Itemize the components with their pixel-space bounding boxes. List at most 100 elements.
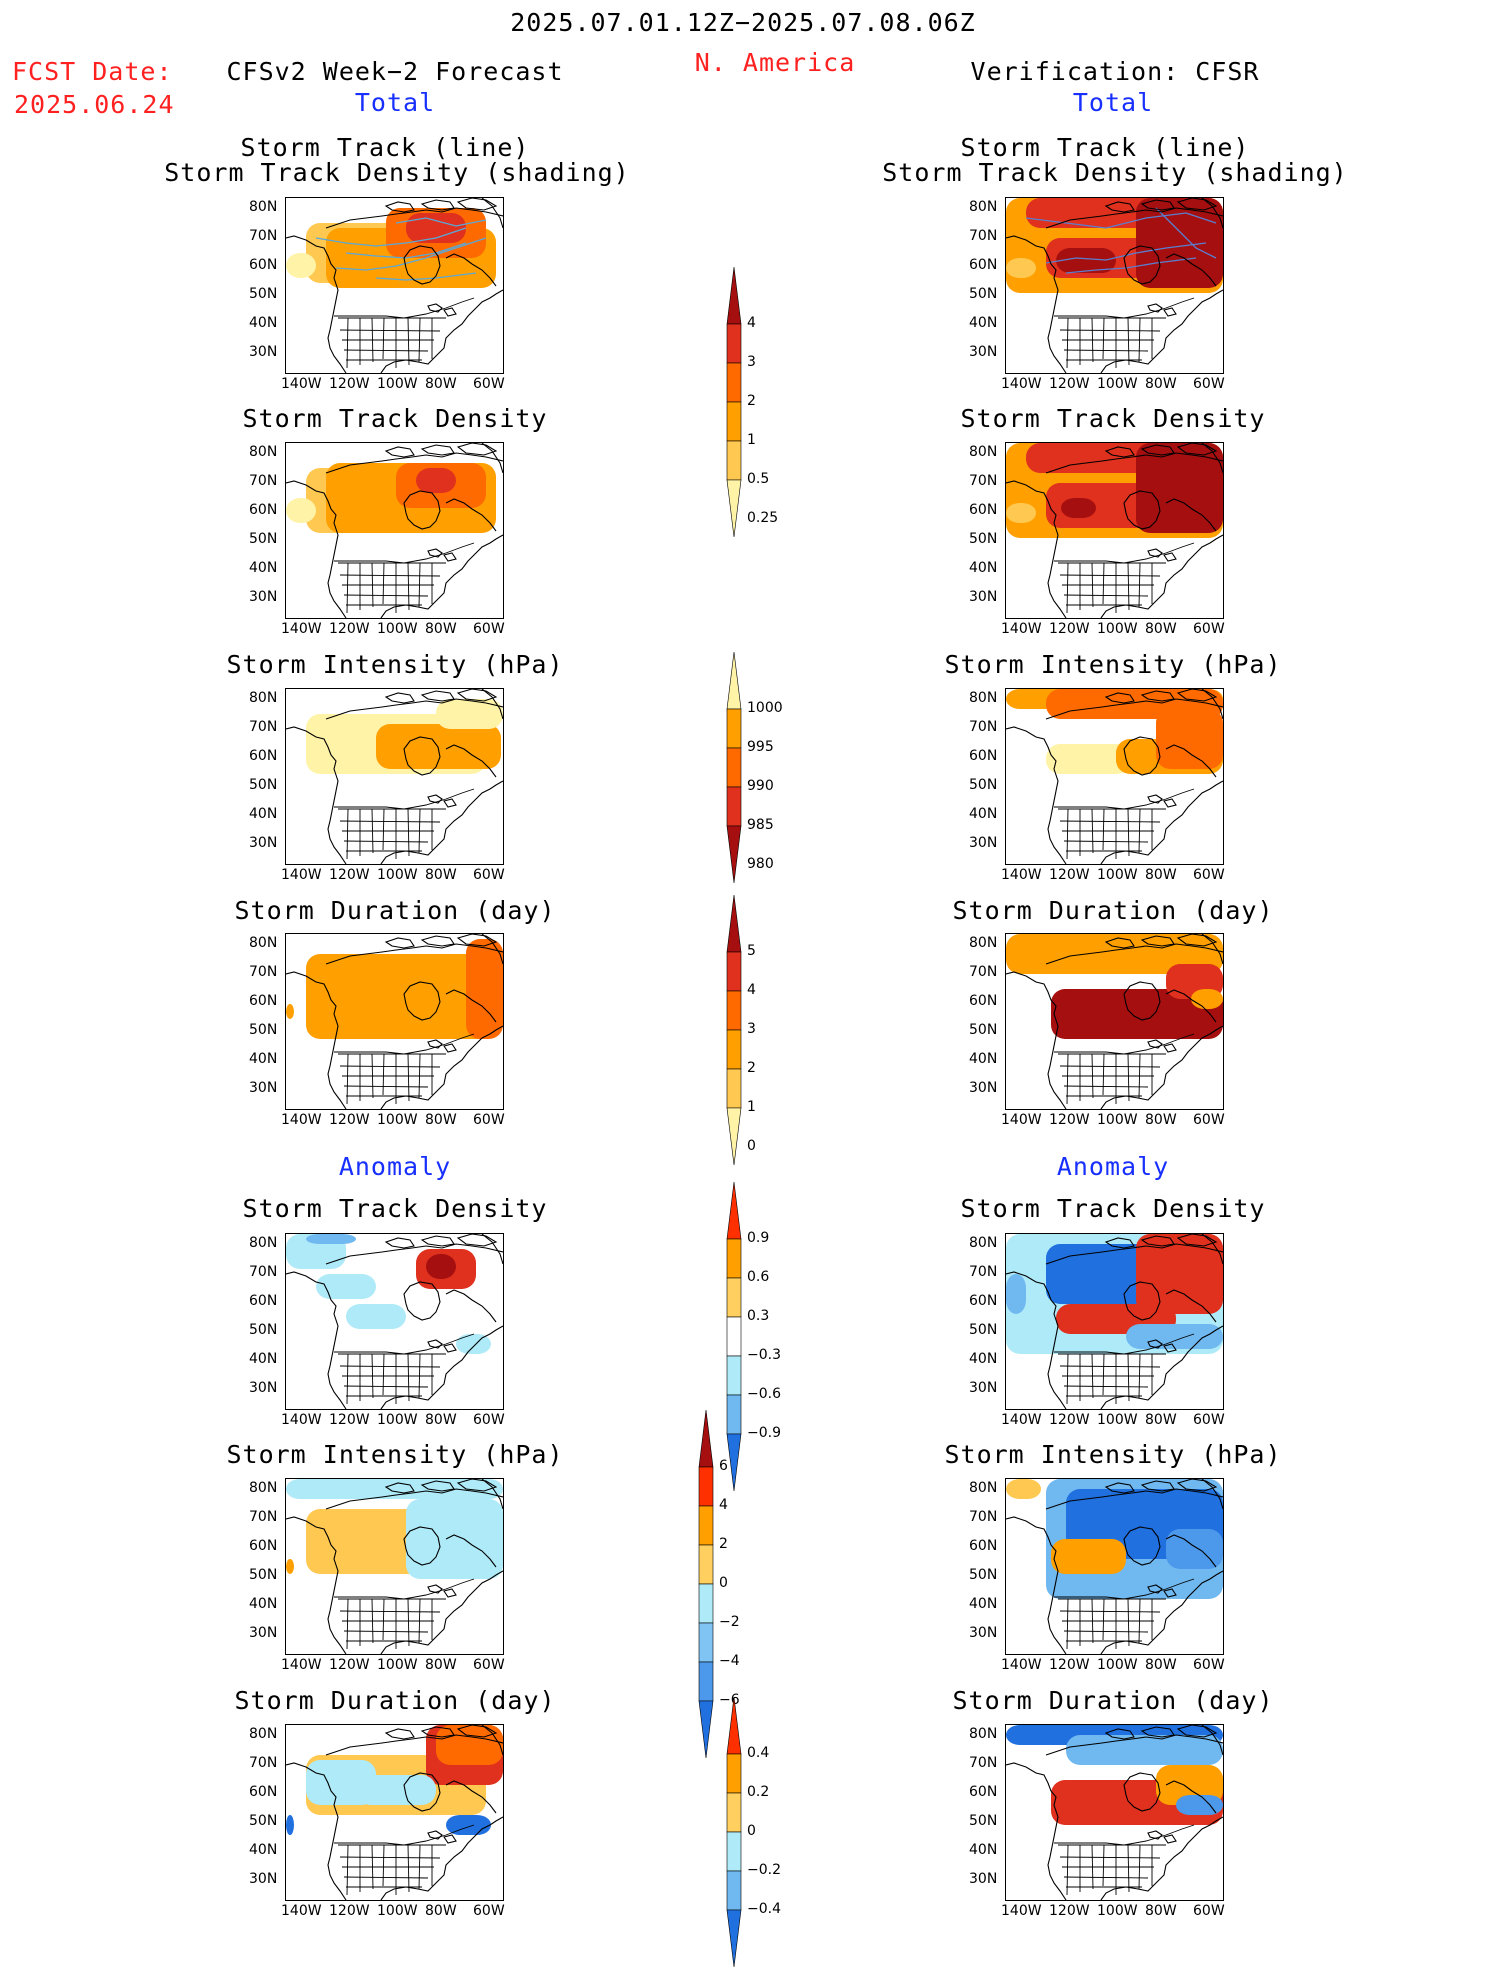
coastline xyxy=(286,1271,347,1409)
longitude-label: 120W xyxy=(1049,1903,1090,1919)
colorbar-swatch xyxy=(726,1909,742,1968)
coastline xyxy=(384,1237,415,1249)
longitude-label: 100W xyxy=(377,1657,418,1673)
coastline xyxy=(403,981,441,1021)
latitude-label: 30N xyxy=(249,1871,278,1887)
map-canvas xyxy=(1006,198,1223,373)
shading-region xyxy=(406,1499,503,1579)
longitude-label: 100W xyxy=(1097,1903,1138,1919)
left-track-line-title: Storm Track (line) xyxy=(240,133,530,162)
latitude-label: 50N xyxy=(249,1567,278,1583)
colorbar-swatches xyxy=(726,1181,742,1492)
coastline xyxy=(1100,780,1223,864)
latitude-label: 70N xyxy=(969,1509,998,1525)
coastline xyxy=(384,1728,415,1740)
colorbar-swatch xyxy=(726,825,742,884)
longitude-label: 120W xyxy=(329,1903,370,1919)
latitude-label: 50N xyxy=(969,1813,998,1829)
state-boundary xyxy=(1066,1053,1069,1105)
longitude-label: 80W xyxy=(1145,1657,1177,1673)
coastline xyxy=(1104,446,1135,458)
shading-region xyxy=(1051,1539,1126,1574)
state-boundary xyxy=(1059,574,1161,577)
latitude-label: 50N xyxy=(969,1022,998,1038)
region-title: N. America xyxy=(694,48,856,77)
colorbar-tick-label: 0.9 xyxy=(747,1230,770,1246)
coastline xyxy=(1176,689,1218,702)
coastline xyxy=(427,794,443,804)
colorbar-swatch xyxy=(726,990,742,1031)
coastline xyxy=(1140,1480,1175,1492)
longitude-label: 140W xyxy=(1001,621,1042,637)
coastline xyxy=(325,452,503,474)
longitude-label: 80W xyxy=(425,1112,457,1128)
shading-region xyxy=(286,1815,294,1835)
longitude-label: 120W xyxy=(1049,1412,1090,1428)
coastline xyxy=(1165,1289,1217,1323)
state-boundary xyxy=(407,1053,410,1102)
shading-region xyxy=(456,1334,491,1354)
longitude-label: 120W xyxy=(329,376,370,392)
coastline xyxy=(445,1289,497,1323)
latitude-label: 60N xyxy=(249,1784,278,1800)
state-boundary xyxy=(346,808,349,860)
coastline xyxy=(1201,443,1223,474)
latitude-label: 40N xyxy=(249,806,278,822)
shading-region xyxy=(1006,1274,1026,1314)
coastline xyxy=(456,1479,498,1492)
shading-region xyxy=(286,1479,503,1499)
longitude-label: 60W xyxy=(1193,621,1225,637)
state-boundary xyxy=(1063,1085,1149,1088)
latitude-label: 80N xyxy=(969,1480,998,1496)
coastline xyxy=(427,548,443,558)
longitude-label: 100W xyxy=(377,1903,418,1919)
colorbar-swatch xyxy=(698,1583,714,1624)
latitude-label: 70N xyxy=(969,964,998,980)
left-anomaly-label: Anomaly xyxy=(338,1152,452,1181)
latitude-label: 60N xyxy=(249,1293,278,1309)
longitude-label: 140W xyxy=(281,1903,322,1919)
latitude-label: 80N xyxy=(969,1235,998,1251)
shading-region xyxy=(306,954,501,1039)
coastline xyxy=(1006,1271,1067,1409)
latitude-label: 70N xyxy=(969,228,998,244)
latitude-label: 60N xyxy=(249,502,278,518)
colorbar-tick-label: −2 xyxy=(719,1614,740,1630)
map-canvas xyxy=(1006,443,1223,618)
latitude-label: 70N xyxy=(249,1264,278,1280)
state-boundary xyxy=(1066,1844,1069,1896)
latitude-label: 80N xyxy=(249,1726,278,1742)
coastline xyxy=(1176,443,1218,456)
latitude-label: 70N xyxy=(969,1755,998,1771)
colorbar-swatch xyxy=(698,1544,714,1585)
state-boundary xyxy=(407,317,410,366)
state-boundary xyxy=(1059,1065,1161,1068)
colorbar-anom-density: 0.9 0.6 0.3 −0.3 −0.6 −0.9 xyxy=(725,1180,781,1497)
colorbar-swatch xyxy=(726,1753,742,1794)
latitude-label: 40N xyxy=(969,1596,998,1612)
longitude-label: 60W xyxy=(1193,1903,1225,1919)
state-boundary xyxy=(1138,317,1141,363)
state-boundary xyxy=(418,1598,421,1644)
longitude-label: 60W xyxy=(1193,376,1225,392)
shading-region xyxy=(356,1775,436,1805)
coastline xyxy=(380,1025,503,1109)
coastline xyxy=(286,235,347,373)
longitude-label: 100W xyxy=(377,1412,418,1428)
colorbar-swatch xyxy=(726,1433,742,1492)
left-intensity-title: Storm Intensity (hPa) xyxy=(226,650,564,679)
latitude-label: 70N xyxy=(969,1264,998,1280)
colorbar-swatch xyxy=(726,1394,742,1435)
shading-region xyxy=(1136,198,1223,288)
state-boundary xyxy=(418,1053,421,1099)
map-canvas xyxy=(286,1479,503,1654)
state-boundary xyxy=(1054,1033,1195,1055)
map-fcst-track xyxy=(285,197,504,374)
left-anom-intensity-title: Storm Intensity (hPa) xyxy=(226,1440,564,1469)
state-boundary xyxy=(371,1053,374,1099)
coastline xyxy=(481,1725,503,1756)
coastline xyxy=(1140,935,1175,947)
coastline xyxy=(1104,201,1135,213)
colorbar-tick-label: 990 xyxy=(747,778,774,794)
map-fcst-intensity xyxy=(285,688,504,865)
